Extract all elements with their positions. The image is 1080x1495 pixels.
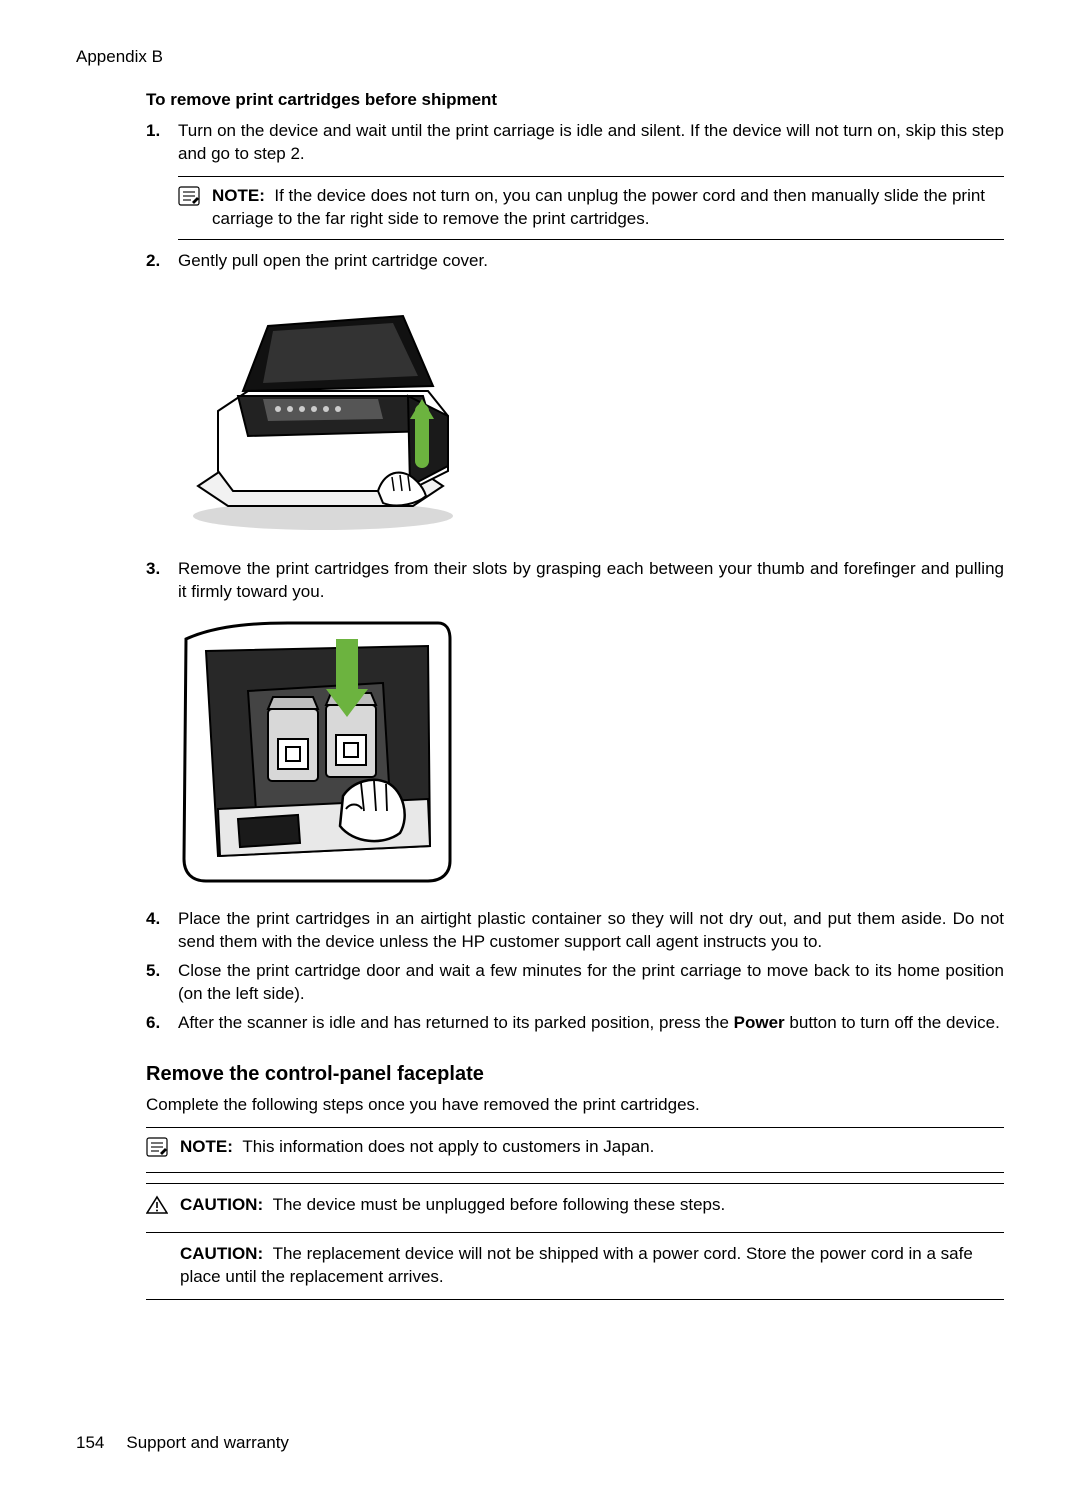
step-number: 4. xyxy=(146,908,178,954)
step-number: 1. xyxy=(146,120,178,166)
caution-block-2: CAUTION: The replacement device will not… xyxy=(146,1232,1004,1300)
steps-list-cont3: 4. Place the print cartridges in an airt… xyxy=(146,908,1004,1035)
note-label: NOTE: xyxy=(180,1137,233,1156)
note-block-1: NOTE: If the device does not turn on, yo… xyxy=(178,176,1004,240)
step-number: 5. xyxy=(146,960,178,1006)
illustration-open-cover xyxy=(178,291,1004,536)
note-text-col: NOTE: If the device does not turn on, yo… xyxy=(212,185,1004,231)
note-label: NOTE: xyxy=(212,186,265,205)
step-1: 1. Turn on the device and wait until the… xyxy=(146,120,1004,166)
step-text: Gently pull open the print cartridge cov… xyxy=(178,250,1004,273)
subhead-faceplate: Remove the control-panel faceplate xyxy=(146,1061,1004,1088)
caution-text: The device must be unplugged before foll… xyxy=(273,1195,726,1214)
section-title-remove-cartridges: To remove print cartridges before shipme… xyxy=(146,89,1004,112)
caution-stack: CAUTION: The device must be unplugged be… xyxy=(146,1183,1004,1300)
caution-icon xyxy=(146,1194,170,1222)
step-3: 3. Remove the print cartridges from thei… xyxy=(146,558,1004,604)
note-icon xyxy=(146,1136,170,1164)
step-4: 4. Place the print cartridges in an airt… xyxy=(146,908,1004,954)
step-text: Place the print cartridges in an airtigh… xyxy=(178,908,1004,954)
page-number: 154 xyxy=(76,1433,104,1452)
step-text: Close the print cartridge door and wait … xyxy=(178,960,1004,1006)
note-text: This information does not apply to custo… xyxy=(242,1137,654,1156)
page-footer: 154 Support and warranty xyxy=(76,1432,289,1455)
steps-list-cont1: 2. Gently pull open the print cartridge … xyxy=(146,250,1004,273)
caution-block-1: CAUTION: The device must be unplugged be… xyxy=(146,1183,1004,1232)
caution-label: CAUTION: xyxy=(180,1244,263,1263)
step-number: 3. xyxy=(146,558,178,604)
note-text: If the device does not turn on, you can … xyxy=(212,186,985,228)
caution-text-col: CAUTION: The device must be unplugged be… xyxy=(180,1194,1004,1222)
step-number: 2. xyxy=(146,250,178,273)
step-number: 6. xyxy=(146,1012,178,1035)
caution-label: CAUTION: xyxy=(180,1195,263,1214)
step-6: 6. After the scanner is idle and has ret… xyxy=(146,1012,1004,1035)
step-text: Remove the print cartridges from their s… xyxy=(178,558,1004,604)
caution-text: The replacement device will not be shipp… xyxy=(180,1244,973,1286)
note-block-japan: NOTE: This information does not apply to… xyxy=(146,1127,1004,1173)
caution-icon-empty xyxy=(146,1243,170,1289)
caution-text-col: CAUTION: The replacement device will not… xyxy=(180,1243,1004,1289)
appendix-label: Appendix B xyxy=(76,46,1004,69)
steps-list: 1. Turn on the device and wait until the… xyxy=(146,120,1004,166)
note-icon xyxy=(178,185,202,231)
faceplate-intro: Complete the following steps once you ha… xyxy=(146,1094,1004,1117)
chapter-name: Support and warranty xyxy=(126,1433,289,1452)
illustration-remove-cartridge xyxy=(178,621,1004,886)
step-text: After the scanner is idle and has return… xyxy=(178,1012,1004,1035)
steps-list-cont2: 3. Remove the print cartridges from thei… xyxy=(146,558,1004,604)
note-text-col: NOTE: This information does not apply to… xyxy=(180,1136,1004,1164)
step-5: 5. Close the print cartridge door and wa… xyxy=(146,960,1004,1006)
step-2: 2. Gently pull open the print cartridge … xyxy=(146,250,1004,273)
step-text: Turn on the device and wait until the pr… xyxy=(178,120,1004,166)
